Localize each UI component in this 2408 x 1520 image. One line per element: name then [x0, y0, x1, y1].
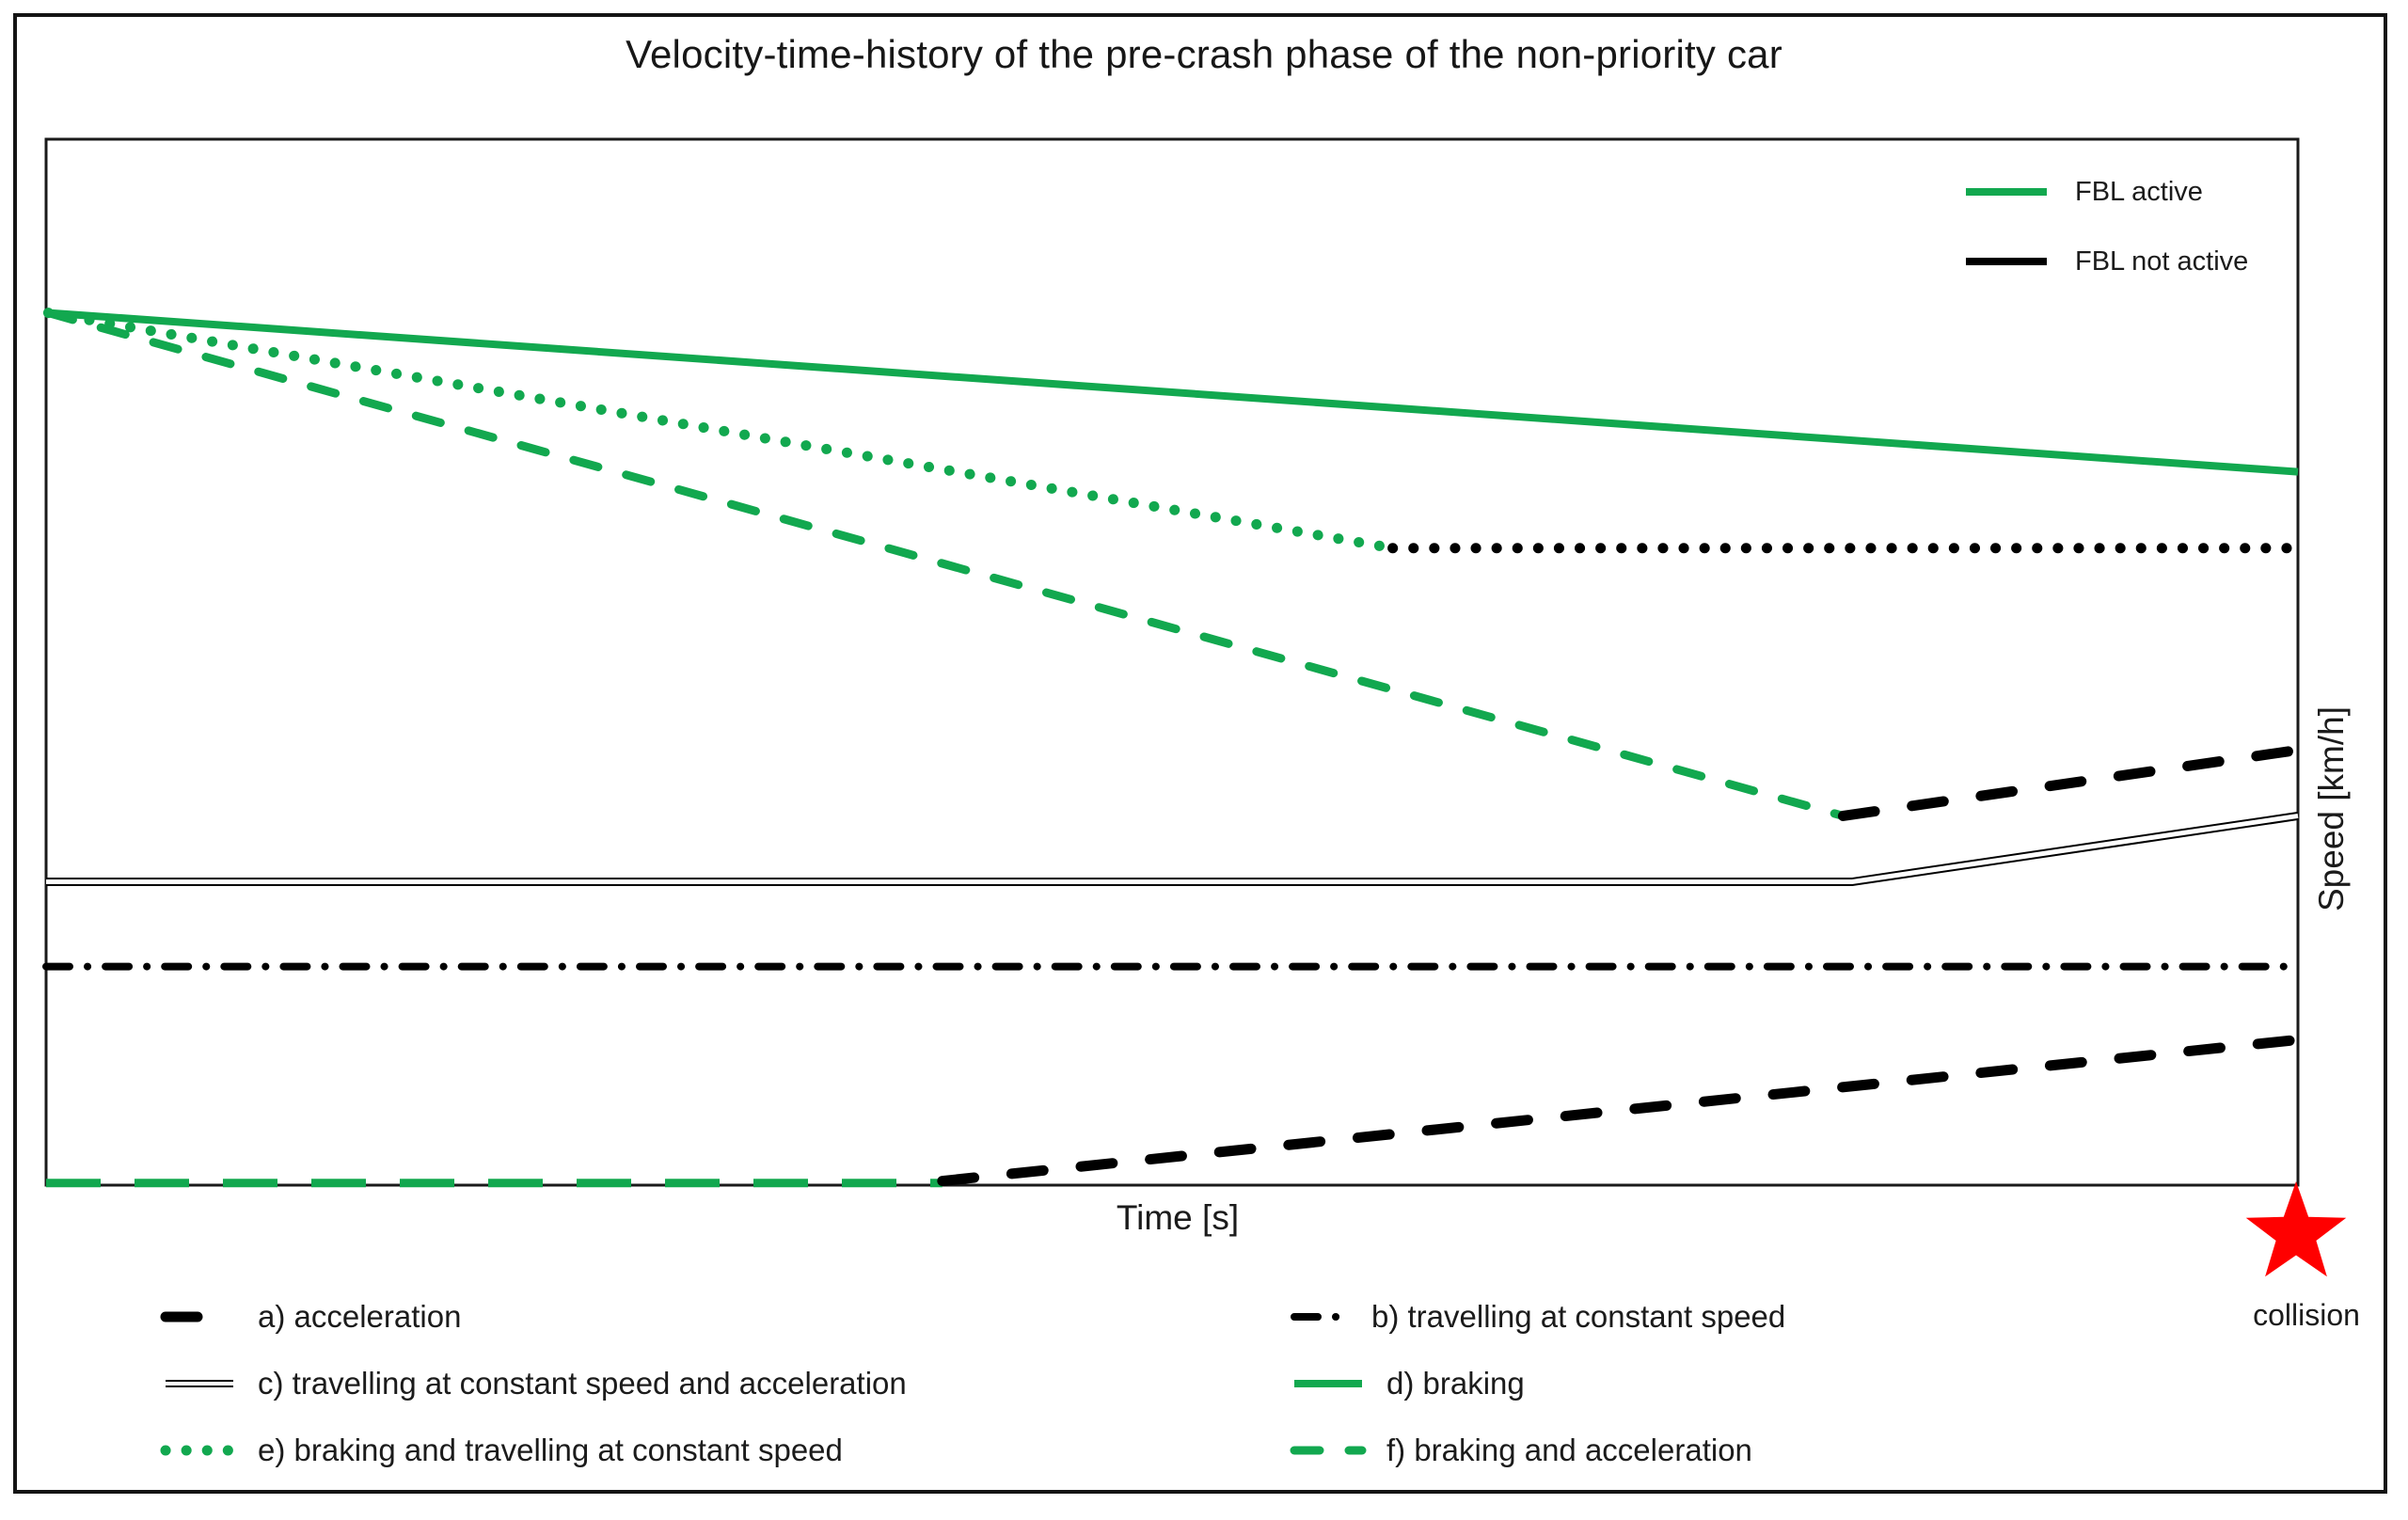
collision-star-icon	[2245, 1181, 2347, 1277]
legend-item-e-braking-constant-speed: e) braking and travelling at constant sp…	[160, 1417, 907, 1483]
series-d-green	[48, 309, 2299, 476]
collision-label: collision	[2253, 1298, 2360, 1332]
legend-item-f-braking-acceleration: f) braking and acceleration	[1290, 1417, 1785, 1483]
series-f-green	[43, 309, 1847, 820]
fbl-not-active-line-swatch-icon	[1966, 258, 2047, 265]
legend-item-b-constant-speed: b) travelling at constant speed	[1291, 1283, 1785, 1350]
x-axis-label: Time [s]	[1116, 1198, 1240, 1237]
legend-item-d-braking: d) braking	[1291, 1350, 1785, 1417]
figure-frame	[13, 13, 2387, 1494]
scenario-legend-column-right: b) travelling at constant speed d) braki…	[1290, 1283, 1785, 1483]
chart-title: Velocity-time-history of the pre-crash p…	[626, 32, 1782, 76]
legend-label-d: d) braking	[1386, 1365, 1525, 1401]
plot-border	[44, 137, 2300, 1187]
legend-label-c: c) travelling at constant speed and acce…	[258, 1365, 907, 1401]
series-f-black	[1837, 744, 2304, 821]
scenario-legend-column-left: a) acceleration c) travelling at constan…	[160, 1283, 907, 1483]
acceleration-dash-swatch-icon	[160, 1311, 239, 1322]
legend-item-fbl-active: FBL active	[1962, 176, 2203, 208]
legend-item-a-acceleration: a) acceleration	[160, 1283, 907, 1350]
green-dotted-swatch-icon	[160, 1445, 239, 1455]
y-axis-label: Speed [km/h]	[2312, 705, 2351, 912]
legend-label-a: a) acceleration	[258, 1298, 462, 1334]
legend-item-fbl-not-active: FBL not active	[1962, 245, 2248, 277]
dash-dot-swatch-icon	[1291, 1312, 1351, 1321]
fbl-active-line-swatch-icon	[1966, 188, 2047, 196]
series-c-black-inner	[46, 813, 2299, 885]
legend-item-c-constant-speed-acceleration: c) travelling at constant speed and acce…	[162, 1350, 907, 1417]
series-a-black	[937, 1034, 2304, 1187]
legend-label-fbl-active: FBL active	[2075, 176, 2203, 207]
green-solid-swatch-icon	[1294, 1379, 1362, 1387]
green-dashed-swatch-icon	[1290, 1446, 1367, 1454]
series-c-black	[46, 812, 2299, 887]
legend-label-e: e) braking and travelling at constant sp…	[258, 1432, 843, 1467]
double-line-swatch-icon	[166, 1379, 233, 1387]
series-e-green	[42, 308, 1399, 554]
legend-label-f: f) braking and acceleration	[1386, 1432, 1752, 1467]
legend-label-fbl-not-active: FBL not active	[2075, 245, 2249, 277]
legend-label-b: b) travelling at constant speed	[1371, 1298, 1786, 1334]
